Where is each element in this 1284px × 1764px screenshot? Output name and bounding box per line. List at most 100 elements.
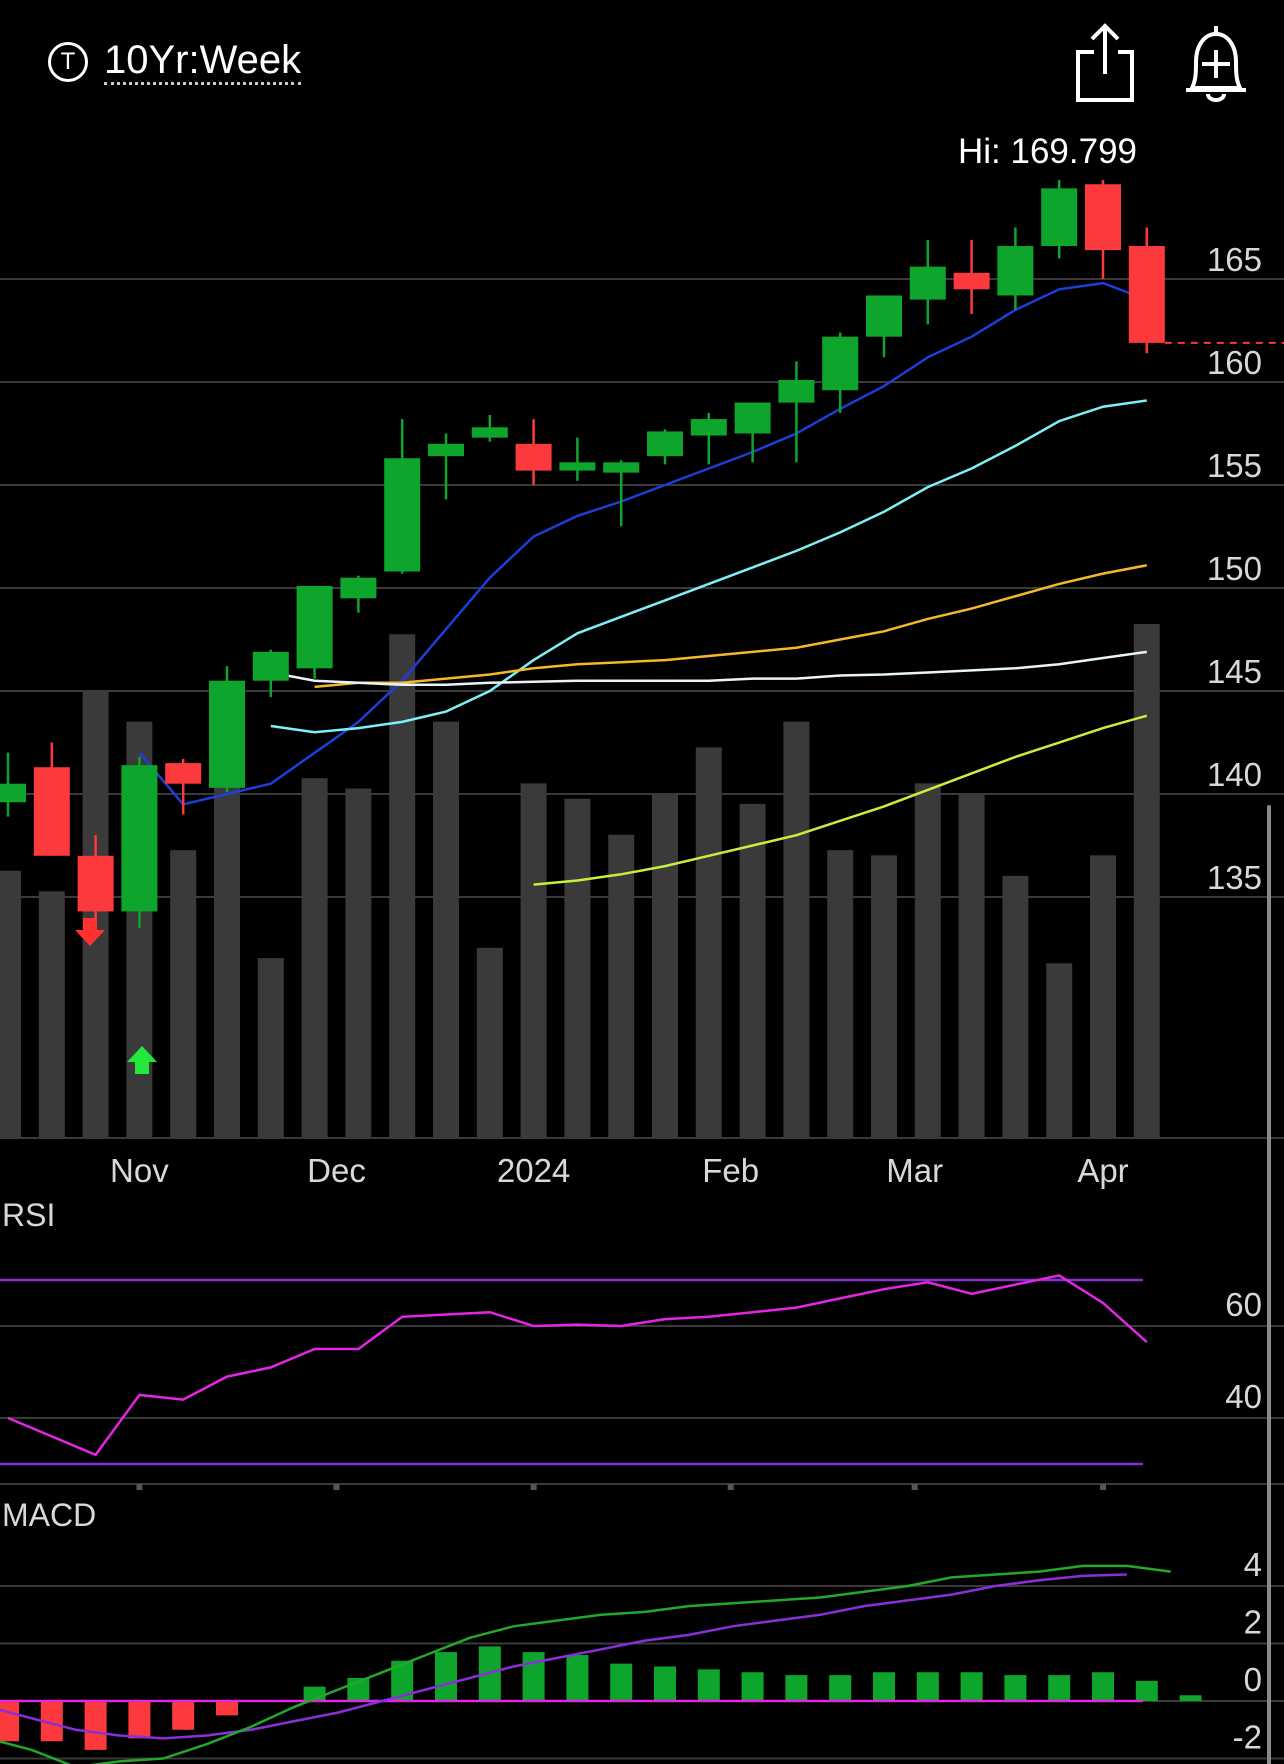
date-tick-label: Mar bbox=[886, 1152, 943, 1189]
candle-body bbox=[33, 767, 70, 856]
rsi-line bbox=[7, 1274, 1148, 1457]
rsi-panel: RSI 60 40 bbox=[0, 1197, 1284, 1490]
candle-body bbox=[340, 577, 377, 599]
date-tick-label: Apr bbox=[1077, 1152, 1128, 1189]
candle-up bbox=[690, 412, 727, 465]
candle-body bbox=[559, 462, 596, 471]
candle-down bbox=[33, 742, 70, 856]
macd-signal-line bbox=[0, 1573, 1127, 1740]
moving-average-line bbox=[270, 399, 1147, 734]
macd-histogram-bar bbox=[1004, 1675, 1027, 1701]
candle-body bbox=[603, 462, 640, 473]
volume-bar bbox=[476, 947, 503, 1138]
volume-bars bbox=[0, 624, 1160, 1138]
candle-up bbox=[252, 649, 289, 698]
candlesticks bbox=[0, 180, 1284, 939]
candle-body bbox=[121, 765, 158, 912]
volume-bar bbox=[608, 834, 635, 1138]
top-bar: T 10Yr:Week bbox=[0, 0, 1284, 120]
volume-bar bbox=[958, 793, 985, 1138]
candle-body bbox=[1085, 184, 1121, 251]
macd-histogram-bar bbox=[216, 1701, 238, 1716]
macd-tick-label: 2 bbox=[1244, 1604, 1262, 1641]
macd-histogram-bar bbox=[1048, 1675, 1071, 1701]
candle-up bbox=[559, 437, 596, 481]
moving-average-line bbox=[270, 650, 1147, 687]
macd-histogram-bar bbox=[1135, 1680, 1158, 1701]
macd-histogram-bar bbox=[916, 1672, 939, 1701]
candle-body bbox=[647, 431, 683, 457]
candle-body bbox=[909, 266, 946, 300]
rsi-tick-mark bbox=[136, 1484, 143, 1490]
candle-up bbox=[647, 429, 683, 465]
price-tick-label: 135 bbox=[1207, 859, 1262, 896]
rsi-tick-mark bbox=[333, 1484, 340, 1490]
volume-bar bbox=[827, 850, 854, 1138]
volume-bar bbox=[871, 855, 897, 1138]
date-tick-label: Nov bbox=[110, 1152, 169, 1189]
scrollbar[interactable] bbox=[1267, 805, 1271, 1764]
candle-up bbox=[909, 239, 946, 325]
volume-bar bbox=[1046, 963, 1073, 1138]
macd-histogram-bar bbox=[522, 1652, 545, 1701]
price-tick-label: 140 bbox=[1207, 756, 1262, 793]
candle-body bbox=[997, 246, 1034, 296]
candle-body bbox=[428, 443, 464, 457]
macd-histogram-bar bbox=[566, 1655, 589, 1701]
date-tick-label: 2024 bbox=[497, 1152, 570, 1189]
candle-up bbox=[209, 666, 245, 792]
candle-body bbox=[822, 336, 859, 391]
macd-tick-label: 0 bbox=[1244, 1661, 1262, 1698]
moving-average-line bbox=[314, 564, 1148, 689]
macd-histogram-bar bbox=[84, 1701, 107, 1750]
rsi-tick-mark bbox=[727, 1484, 734, 1490]
rsi-tick-mark bbox=[1100, 1484, 1106, 1490]
candle-down bbox=[953, 239, 990, 315]
date-tick-label: Feb bbox=[702, 1152, 759, 1189]
moving-average-line bbox=[138, 281, 1148, 806]
rsi-tick-label: 40 bbox=[1225, 1378, 1262, 1415]
volume-bar bbox=[257, 958, 284, 1138]
volume-bar bbox=[433, 721, 459, 1138]
rsi-tick-mark bbox=[530, 1484, 537, 1490]
volume-bar bbox=[652, 793, 678, 1138]
volume-bar bbox=[389, 634, 416, 1138]
moving-averages bbox=[138, 281, 1148, 886]
candle-up bbox=[296, 585, 333, 679]
macd-histogram-bar bbox=[128, 1701, 151, 1739]
high-price-label: Hi: 169.799 bbox=[958, 132, 1138, 171]
macd-histogram-bar bbox=[960, 1672, 983, 1701]
macd-line bbox=[0, 1564, 1171, 1764]
macd-histogram-bar bbox=[391, 1660, 414, 1701]
candle-up bbox=[384, 419, 421, 574]
candle-up bbox=[471, 414, 508, 442]
volume-bar bbox=[170, 850, 197, 1138]
add-alert-bell-icon[interactable] bbox=[1182, 22, 1250, 106]
macd-histogram-bar bbox=[610, 1663, 633, 1701]
volume-bar bbox=[1002, 875, 1029, 1138]
share-icon[interactable] bbox=[1074, 22, 1138, 106]
volume-bar bbox=[914, 783, 941, 1138]
macd-histogram-bar bbox=[1092, 1672, 1114, 1701]
range-selector[interactable]: 10Yr:Week bbox=[104, 38, 302, 85]
candle-down bbox=[165, 758, 202, 815]
candle-up bbox=[822, 332, 859, 413]
macd-histogram-bar bbox=[785, 1675, 808, 1701]
signal-markers bbox=[75, 918, 157, 1074]
rsi-tick-mark bbox=[911, 1484, 918, 1490]
candle-up bbox=[428, 433, 464, 500]
candle-up bbox=[866, 295, 902, 358]
candle-body bbox=[953, 272, 990, 290]
symbol-logo-icon: T bbox=[48, 42, 88, 82]
price-tick-label: 165 bbox=[1207, 241, 1262, 278]
volume-bar bbox=[695, 747, 722, 1138]
date-axis: Nov Dec 2024 Feb Mar Apr bbox=[110, 1152, 1129, 1189]
candle-body bbox=[1128, 246, 1165, 343]
macd-histogram-bar bbox=[741, 1672, 764, 1701]
candle-body bbox=[252, 651, 289, 681]
macd-histogram-bar bbox=[654, 1666, 676, 1701]
volume-bar bbox=[1090, 855, 1116, 1138]
candle-up bbox=[734, 402, 771, 463]
macd-title: MACD bbox=[2, 1497, 96, 1533]
